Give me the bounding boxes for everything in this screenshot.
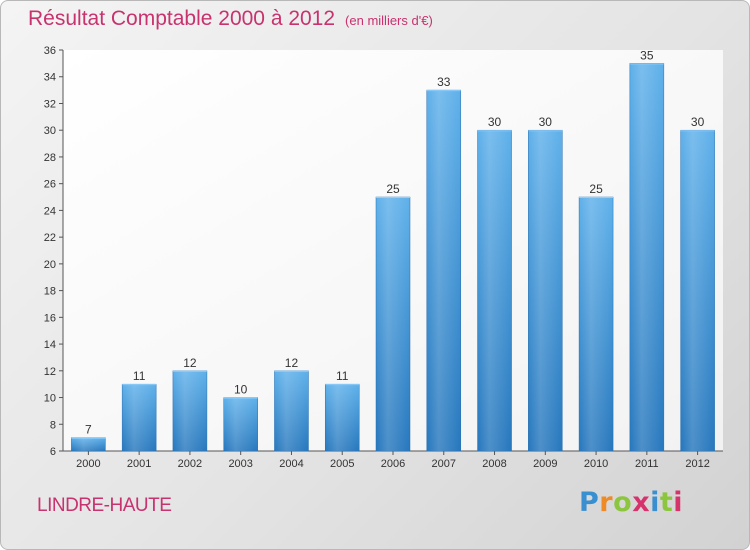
x-tick-label: 2008 [482,458,506,470]
y-tick-label: 26 [44,179,56,191]
logo-letter: P [579,487,600,518]
y-tick-label: 30 [44,125,56,137]
value-label: 10 [234,383,248,397]
bar-highlight [223,397,258,451]
chart-title: Résultat Comptable 2000 à 2012 (en millie… [28,7,433,31]
value-label: 7 [85,423,92,437]
bar-highlight [426,90,461,451]
y-tick-label: 6 [50,446,56,458]
y-tick-label: 36 [44,45,56,57]
y-tick-label: 14 [44,339,56,351]
value-label: 35 [640,48,654,62]
y-tick-label: 18 [44,286,56,298]
x-tick-label: 2011 [635,458,659,470]
proxiti-logo[interactable]: Proxiti [579,487,683,518]
bar-highlight [528,130,563,451]
bar-highlight [122,384,157,451]
logo-letter: i [650,487,660,518]
chart-title-text: Résultat Comptable 2000 à 2012 [28,7,336,30]
bar-highlight [579,197,614,451]
x-tick-label: 2009 [533,458,557,470]
y-axis: 6 8 10 12 14 16 18 20 22 24 26 28 30 32 34 36 [44,45,64,458]
bar-highlight [376,197,410,451]
logo-letter: t [659,487,674,518]
y-tick-label: 8 [50,419,56,431]
x-tick-label: 2010 [584,458,608,470]
y-tick-label: 32 [44,98,56,110]
chart-subtitle: (en milliers d'€) [345,13,433,28]
x-tick-label: 2005 [330,458,354,470]
bar-highlight [477,130,512,451]
x-tick-label: 2007 [432,458,456,470]
bar-highlight [680,130,715,451]
value-label: 11 [336,369,349,383]
x-tick-label: 2003 [228,458,252,470]
value-label: 25 [589,182,603,196]
value-label: 30 [488,115,502,129]
x-tick-label: 2012 [685,458,709,470]
x-tick-label: 2001 [127,458,151,470]
y-tick-label: 34 [44,72,56,84]
value-label: 33 [437,75,451,89]
value-label: 12 [183,356,197,370]
value-label: 25 [386,182,400,196]
x-axis: 2000 2001 2002 2003 2004 2005 2006 2007 2008 2009… [63,450,723,470]
y-tick-label: 16 [44,312,56,324]
y-tick-label: 24 [44,205,56,217]
bars [71,63,715,452]
bar-highlight [172,370,207,451]
bar-highlight [629,63,664,451]
y-tick-label: 20 [44,259,56,271]
y-tick-label: 22 [44,232,56,244]
bar-highlight [274,370,309,451]
x-tick-label: 2000 [76,458,100,470]
bar-highlight [71,437,106,451]
value-label: 30 [691,115,705,129]
bar-highlight [325,384,360,451]
value-labels: 7 11 12 10 12 11 25 33 30 30 25 35 30 [85,48,705,436]
logo-letter: i [673,487,684,518]
y-tick-label: 10 [44,393,56,405]
logo-letter: o [613,487,633,518]
y-tick-label: 12 [44,366,56,378]
value-label: 11 [133,369,146,383]
place-name: LINDRE-HAUTE [37,495,172,516]
y-tick-label: 28 [44,152,56,164]
value-label: 30 [539,115,553,129]
x-tick-label: 2006 [381,458,405,470]
value-label: 12 [285,356,299,370]
logo-letter: x [632,487,651,518]
x-tick-label: 2002 [178,458,202,470]
logo-letter: r [599,487,614,518]
x-tick-label: 2004 [279,458,303,470]
